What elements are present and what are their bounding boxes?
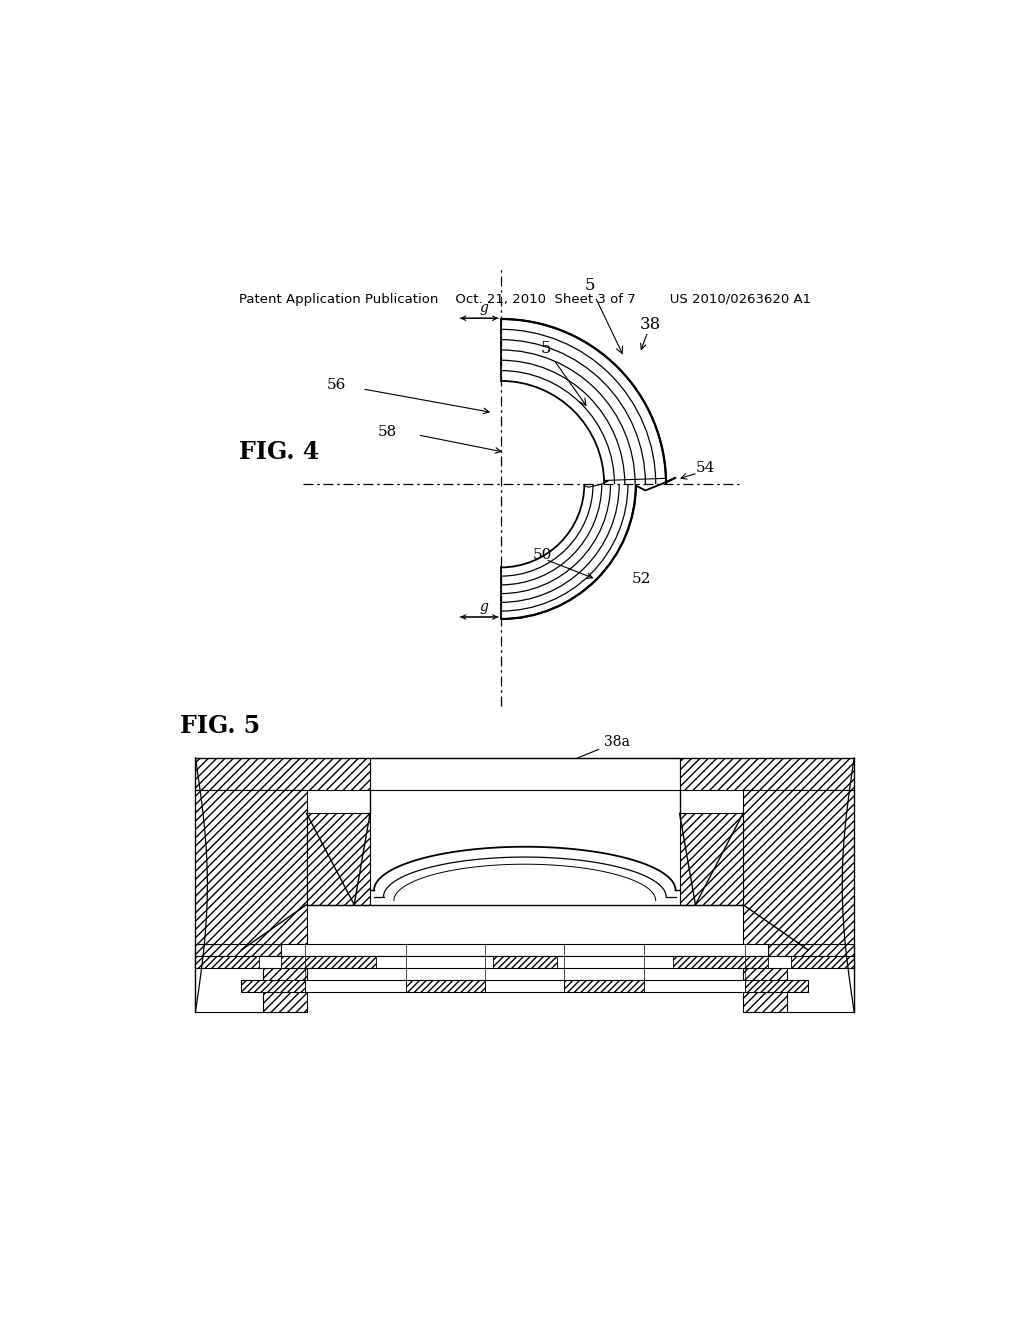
Bar: [791, 956, 854, 968]
Text: FIG. 4: FIG. 4: [240, 441, 319, 465]
Text: 38: 38: [640, 317, 662, 334]
Bar: [768, 944, 854, 956]
Bar: [282, 956, 377, 968]
Bar: [196, 944, 282, 956]
Bar: [768, 944, 854, 956]
Bar: [196, 956, 259, 968]
Bar: [370, 758, 680, 789]
Text: 52: 52: [632, 573, 651, 586]
Polygon shape: [680, 813, 743, 904]
Text: Patent Application Publication    Oct. 21, 2010  Sheet 3 of 7        US 2010/026: Patent Application Publication Oct. 21, …: [239, 293, 811, 306]
Text: FIG. 5: FIG. 5: [179, 714, 260, 738]
Bar: [744, 979, 808, 991]
Text: 56: 56: [327, 378, 346, 392]
Bar: [196, 956, 854, 968]
Polygon shape: [306, 813, 370, 904]
Text: 5: 5: [541, 341, 586, 405]
Polygon shape: [196, 789, 306, 1012]
Text: 5: 5: [585, 277, 623, 354]
Polygon shape: [196, 758, 370, 789]
Text: g: g: [479, 599, 488, 614]
Text: 54: 54: [695, 461, 715, 475]
Bar: [242, 979, 808, 991]
Text: 50: 50: [532, 549, 552, 562]
Bar: [786, 956, 854, 1012]
Polygon shape: [680, 758, 854, 789]
Bar: [196, 944, 282, 956]
Bar: [564, 979, 644, 991]
Bar: [282, 944, 768, 956]
Text: g: g: [479, 301, 488, 315]
Bar: [406, 979, 485, 991]
Bar: [673, 956, 768, 968]
Polygon shape: [743, 789, 854, 1012]
Text: 58: 58: [378, 425, 397, 440]
Text: 38a: 38a: [528, 735, 630, 779]
Bar: [242, 979, 305, 991]
Bar: [494, 956, 557, 968]
Bar: [196, 956, 263, 1012]
